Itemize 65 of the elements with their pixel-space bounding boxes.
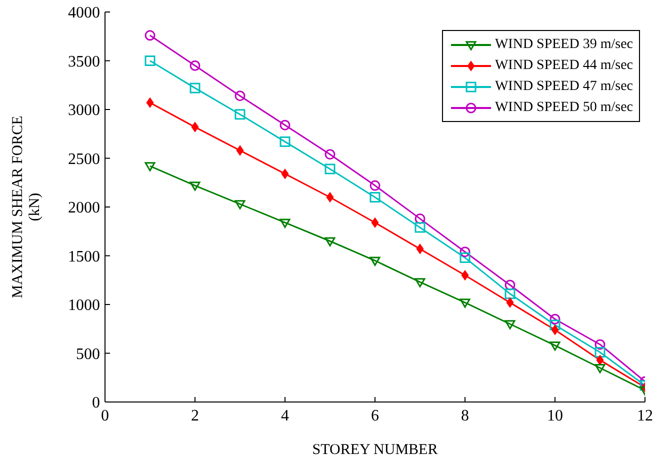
y-tick-label: 3000 [68, 102, 100, 120]
point [550, 314, 560, 324]
x-tick-label: 2 [191, 407, 199, 424]
y-tick-label: 3500 [68, 53, 100, 70]
point [551, 324, 559, 335]
point [461, 270, 469, 280]
y-tick-label: 500 [76, 346, 100, 363]
x-tick-label: 4 [281, 407, 289, 424]
point [236, 145, 244, 156]
point [550, 342, 560, 351]
legend-label: WIND SPEED 44 m/sec [494, 58, 633, 74]
point [460, 298, 470, 308]
point [326, 192, 334, 202]
point [190, 182, 200, 191]
point [550, 320, 560, 330]
point [594, 347, 606, 358]
point [324, 237, 336, 246]
point [234, 90, 246, 102]
point [371, 218, 379, 228]
point [234, 200, 246, 210]
point [190, 82, 200, 94]
legend-label: WIND SPEED 47 m/sec [494, 78, 633, 94]
y-axis-title: MAXIMUM SHEAR FORCE (kN) [10, 116, 43, 298]
point [596, 355, 604, 366]
point [506, 298, 514, 308]
legend-label: WIND SPEED 39 m/sec [494, 36, 633, 52]
point [146, 98, 154, 108]
x-tick-label: 6 [371, 407, 379, 424]
y-tick-label: 1500 [68, 248, 100, 266]
x-tick-label: 8 [461, 407, 469, 424]
y-tick-label: 0 [92, 394, 100, 412]
point [280, 218, 290, 228]
point [190, 60, 200, 71]
point [504, 320, 516, 330]
point [144, 56, 156, 66]
point [144, 162, 156, 172]
point [144, 30, 156, 41]
point [324, 149, 336, 160]
point [416, 244, 424, 254]
point [594, 364, 606, 374]
y-tick-label: 1000 [68, 297, 100, 314]
point [324, 164, 336, 174]
y-tick-label: 4000 [68, 4, 100, 22]
point [234, 109, 246, 120]
legend-label: WIND SPEED 50 m/sec [494, 100, 633, 116]
point [504, 280, 516, 290]
y-tick-label: 2000 [68, 200, 100, 217]
x-tick-label: 12 [637, 407, 653, 424]
point [414, 213, 426, 224]
x-axis-title: STOREY NUMBER [312, 442, 438, 458]
point [281, 168, 289, 179]
point [280, 136, 290, 147]
y-tick-label: 2500 [68, 150, 100, 168]
point [594, 339, 606, 350]
point [370, 192, 380, 202]
point [460, 246, 470, 258]
point [460, 252, 470, 263]
point [414, 278, 426, 288]
point [414, 222, 426, 233]
point [191, 122, 199, 132]
point [370, 256, 380, 266]
point [370, 180, 380, 191]
x-tick-label: 10 [547, 407, 563, 424]
point [280, 120, 290, 130]
point [504, 288, 516, 300]
